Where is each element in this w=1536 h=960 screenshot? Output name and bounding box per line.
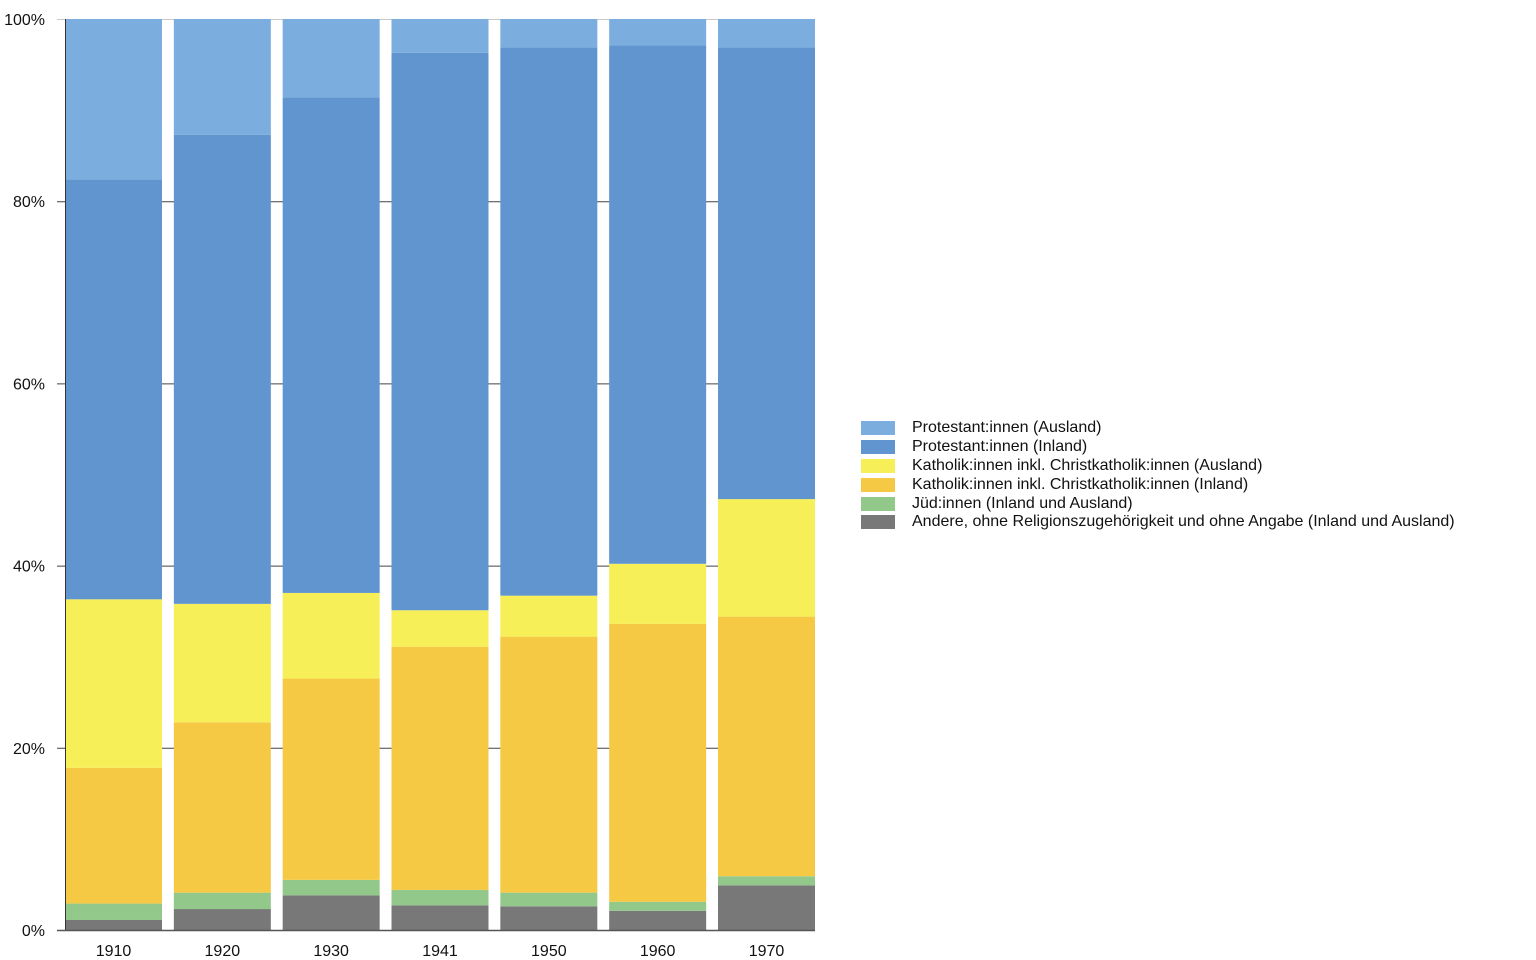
- bar-segment: [718, 47, 815, 500]
- bar-segment: [173, 909, 271, 930]
- bar-segment: [282, 879, 380, 896]
- y-tick-label: 100%: [4, 12, 45, 29]
- bar-segment: [65, 919, 162, 930]
- bar-segment: [500, 47, 598, 596]
- bar-group-1910: [65, 19, 162, 930]
- bar-segment: [282, 895, 380, 930]
- x-tick-label: 1920: [205, 943, 241, 960]
- bar-group-1970: [718, 19, 815, 930]
- legend-swatch: [861, 477, 895, 492]
- bar-segment: [65, 19, 162, 180]
- bar-segment: [173, 19, 271, 135]
- bar-segment: [391, 52, 489, 611]
- bar-segment: [609, 623, 707, 902]
- y-tick-label: 40%: [13, 559, 45, 576]
- bar-group-1930: [282, 19, 380, 930]
- bar-group-1941: [391, 19, 489, 930]
- bar-segment: [282, 592, 380, 679]
- bar-segment: [609, 563, 707, 624]
- bar-segment: [609, 901, 707, 911]
- legend-item: Protestant:innen (Inland): [861, 438, 1455, 457]
- bar-segment: [718, 19, 815, 48]
- legend-label: Protestant:innen (Inland): [912, 438, 1088, 456]
- bar-segment: [282, 678, 380, 880]
- bar-segment: [391, 646, 489, 890]
- legend-label: Katholik:innen inkl. Christkatholik:inne…: [912, 475, 1249, 493]
- legend: Protestant:innen (Ausland) Protestant:inn…: [861, 419, 1455, 532]
- legend-item: Jüd:innen (Inland und Ausland): [861, 494, 1455, 513]
- legend-item: Katholik:innen inkl. Christkatholik:inne…: [861, 475, 1455, 494]
- legend-item: Andere, ohne Religionszugehörigkeit und …: [861, 513, 1455, 532]
- y-tick-label: 0%: [22, 923, 45, 940]
- x-tick-label: 1910: [96, 943, 132, 960]
- bar-segment: [391, 610, 489, 647]
- legend-swatch: [861, 458, 895, 473]
- bar-segment: [391, 889, 489, 906]
- y-axis-ticks: 0% 20% 40% 60% 80% 100%: [4, 12, 45, 940]
- legend-label: Katholik:innen inkl. Christkatholik:inne…: [912, 456, 1263, 474]
- y-tick-label: 20%: [13, 741, 45, 758]
- bar-segment: [65, 179, 162, 600]
- bar-segment: [609, 19, 707, 46]
- bar-segment: [391, 19, 489, 53]
- bar-segment: [173, 603, 271, 723]
- x-tick-label: 1960: [640, 943, 676, 960]
- legend-swatch: [861, 496, 895, 511]
- y-tick-label: 60%: [13, 376, 45, 393]
- legend-swatch: [861, 421, 895, 436]
- legend-label: Andere, ohne Religionszugehörigkeit und …: [912, 513, 1455, 531]
- bar-group-1960: [609, 19, 707, 930]
- x-tick-label: 1970: [749, 943, 785, 960]
- x-axis-ticks: 1910 1920 1930 1941 1950 1960 1970: [96, 943, 785, 960]
- bar-segment: [173, 134, 271, 604]
- legend-item: Katholik:innen inkl. Christkatholik:inne…: [861, 457, 1455, 476]
- bar-segment: [173, 892, 271, 910]
- bar-segment: [173, 722, 271, 893]
- bar-segment: [500, 892, 598, 907]
- legend-swatch: [861, 440, 895, 455]
- legend-swatch: [861, 515, 895, 530]
- bar-segment: [391, 905, 489, 930]
- bar-segment: [500, 19, 598, 48]
- bar-group-1920: [173, 19, 271, 930]
- bar-segment: [609, 45, 707, 564]
- bars: [65, 19, 815, 930]
- bar-segment: [500, 595, 598, 637]
- bar-segment: [609, 910, 707, 930]
- bar-segment: [718, 499, 815, 617]
- bar-segment: [500, 636, 598, 893]
- bar-segment: [500, 906, 598, 930]
- x-tick-label: 1941: [422, 943, 458, 960]
- y-tick-label: 80%: [13, 194, 45, 211]
- legend-label: Jüd:innen (Inland und Ausland): [912, 494, 1133, 512]
- bar-segment: [718, 876, 815, 886]
- bar-group-1950: [500, 19, 598, 930]
- bar-segment: [718, 885, 815, 930]
- bar-segment: [282, 19, 380, 98]
- bar-segment: [65, 903, 162, 920]
- bar-segment: [65, 599, 162, 768]
- x-tick-label: 1950: [531, 943, 567, 960]
- x-tick-label: 1930: [313, 943, 349, 960]
- bar-segment: [718, 616, 815, 877]
- bar-segment: [65, 767, 162, 904]
- axes: [57, 19, 815, 932]
- bar-segment: [282, 97, 380, 593]
- legend-item: Protestant:innen (Ausland): [861, 419, 1455, 438]
- legend-label: Protestant:innen (Ausland): [912, 419, 1102, 437]
